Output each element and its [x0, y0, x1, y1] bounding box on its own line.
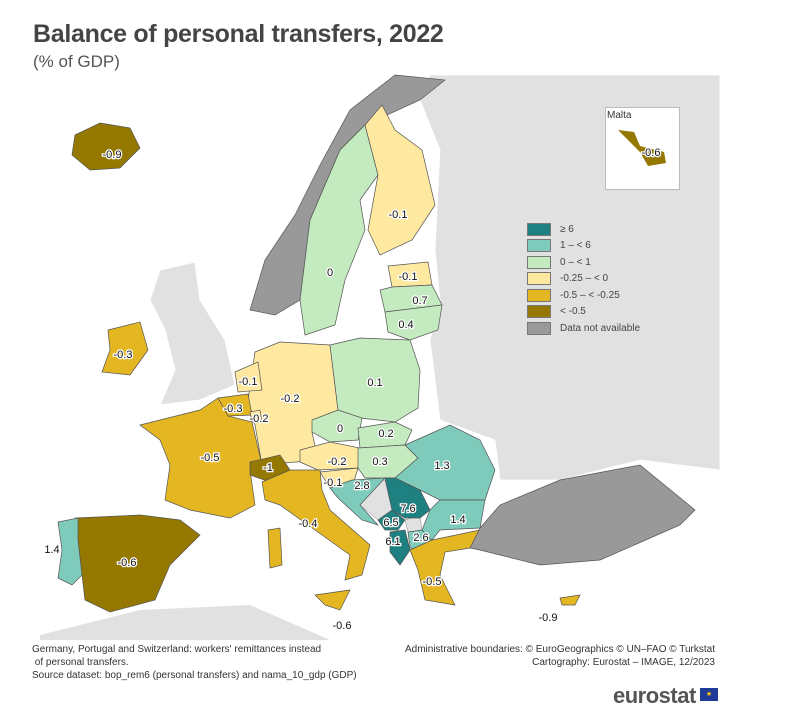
label-bulgaria: 1.4 [450, 514, 465, 526]
legend-item: 0 – < 1 [527, 254, 640, 271]
legend-item: -0.25 – < 0 [527, 271, 640, 288]
country-iceland[interactable] [71, 122, 141, 171]
label-luxembourg: -0.2 [250, 413, 269, 425]
label-slovakia: 0.2 [378, 428, 393, 440]
subtitle: (% of GDP) [33, 52, 120, 71]
country-czechia[interactable] [311, 409, 363, 443]
label-spain: -0.6 [118, 557, 137, 569]
label-montenegro: 6.5 [383, 517, 398, 529]
label-italy: -0.4 [299, 518, 318, 530]
label-iceland: -0.9 [103, 149, 122, 161]
country-montenegro[interactable] [377, 509, 406, 531]
label-romania: 1.3 [434, 460, 449, 472]
country-spain[interactable] [74, 514, 201, 613]
label-austria: -0.2 [328, 456, 347, 468]
label-serbia: 7.6 [400, 503, 415, 515]
legend-item: -0.5 – < -0.25 [527, 287, 640, 304]
country-france[interactable] [139, 397, 263, 519]
legend-item: ≥ 6 [527, 221, 640, 238]
country-italy[interactable] [261, 469, 371, 581]
country-netherlands[interactable] [234, 361, 263, 393]
label-croatia: 2.8 [354, 480, 369, 492]
eurostat-logo: eurostat [613, 683, 696, 708]
legend: ≥ 6 1 – < 6 0 – < 1 -0.25 – < 0 -0.5 – <… [527, 221, 640, 337]
label-north-macedonia: 2.6 [413, 532, 428, 544]
country-sicily[interactable] [314, 589, 351, 611]
country-slovakia[interactable] [357, 421, 413, 449]
malta-shape: -0.6 [618, 130, 666, 166]
label-slovenia: -0.1 [324, 477, 343, 489]
label-estonia: -0.1 [399, 271, 418, 283]
country-portugal[interactable] [57, 517, 83, 586]
label-hungary: 0.3 [372, 456, 387, 468]
label-cyprus: -0.9 [539, 612, 558, 624]
country-luxembourg[interactable] [249, 409, 263, 423]
country-sweden[interactable] [299, 124, 379, 336]
country-lithuania[interactable] [384, 304, 443, 341]
label-switzerland: -1 [263, 462, 273, 474]
label-czechia: 0 [337, 423, 343, 435]
country-greece[interactable] [409, 529, 481, 606]
label-netherlands: -0.1 [239, 376, 258, 388]
inset-title: Malta [607, 110, 632, 121]
label-belgium: -0.3 [224, 403, 243, 415]
land-africa [40, 605, 330, 640]
label-finland: -0.1 [389, 209, 408, 221]
country-turkey[interactable] [469, 464, 696, 566]
country-latvia[interactable] [379, 284, 443, 313]
malta-inset: Malta -0.6 [605, 107, 680, 190]
label-latvia: 0.7 [412, 295, 427, 307]
label-greece: -0.5 [423, 576, 442, 588]
country-albania[interactable] [389, 529, 411, 566]
legend-item: 1 – < 6 [527, 238, 640, 255]
label-germany: -0.2 [281, 393, 300, 405]
label-portugal: 1.4 [44, 544, 59, 556]
label-lithuania: 0.4 [398, 319, 413, 331]
legend-item: < -0.5 [527, 304, 640, 321]
country-bulgaria[interactable] [421, 499, 486, 541]
label-poland: 0.1 [367, 377, 382, 389]
value-labels: -0.9 0 -0.1 -0.1 0.7 0.4 -0.3 -0.1 -0.3 … [43, 148, 559, 634]
country-ireland[interactable] [101, 321, 149, 376]
legend-item: Data not available [527, 320, 640, 337]
country-finland[interactable] [364, 104, 436, 256]
countries [57, 74, 696, 613]
eu-flag-icon: ★ [700, 688, 718, 701]
land-uk [149, 261, 236, 406]
label-france: -0.5 [201, 452, 220, 464]
label-ireland: -0.3 [114, 349, 133, 361]
label-sweden: 0 [327, 267, 333, 279]
country-sardinia[interactable] [267, 527, 283, 569]
page-title: Balance of personal transfers, 2022 [33, 20, 444, 48]
label-malta: -0.6 [642, 147, 661, 159]
footnote-right: Administrative boundaries: © EuroGeograp… [404, 644, 715, 668]
footnote-left: Germany, Portugal and Switzerland: worke… [32, 644, 357, 681]
label-albania: 6.1 [385, 536, 400, 548]
country-cyprus[interactable] [559, 594, 581, 606]
country-croatia[interactable] [329, 477, 386, 526]
label-sicily: -0.6 [333, 620, 352, 632]
